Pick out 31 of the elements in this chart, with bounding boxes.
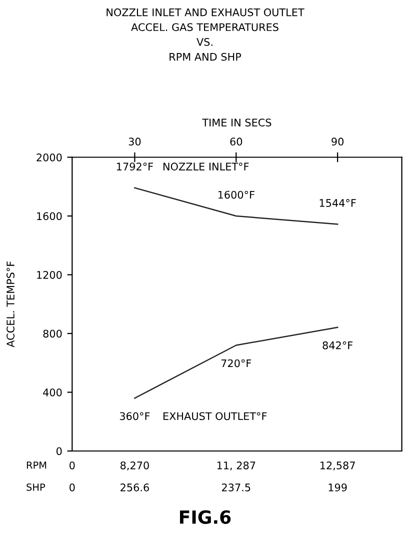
y-tick-label: 0 bbox=[56, 447, 62, 456]
data-label: 1600°F bbox=[218, 190, 254, 199]
text: 0 bbox=[70, 483, 75, 492]
text: 11, 287 bbox=[217, 461, 256, 470]
data-label: 720°F bbox=[221, 359, 252, 368]
text: EXHAUST OUTLET°F bbox=[164, 412, 267, 420]
text: RPM bbox=[26, 462, 46, 469]
text: NOZZLE INLET°F bbox=[164, 162, 249, 170]
text: 0 bbox=[70, 461, 75, 470]
data-label: 842°F bbox=[322, 341, 352, 350]
y-axis-title: ACCEL. TEMPS°F bbox=[6, 261, 14, 348]
chart-title: NOZZLE INLET AND EXHAUST OUTLET ACCEL. GAS TEMPERATURES VS. RPM AND SHP bbox=[106, 8, 304, 61]
y-tick-label: 2000 bbox=[36, 153, 62, 162]
data-label: 360°F bbox=[120, 412, 150, 420]
x-axis-title: TIME IN SECS bbox=[202, 118, 272, 126]
text: 12,587 bbox=[320, 461, 355, 470]
x-tick-label: 60 bbox=[230, 138, 242, 146]
text: SHP bbox=[26, 483, 46, 491]
x-tick-label: 30 bbox=[128, 138, 141, 146]
text: 199 bbox=[328, 483, 347, 492]
text: 256.6 bbox=[120, 483, 149, 492]
y-tick-label: 400 bbox=[43, 388, 62, 396]
x-tick-label: 90 bbox=[332, 138, 344, 146]
y-tick-label: 1600 bbox=[37, 212, 62, 220]
text: 237.5 bbox=[222, 483, 250, 492]
y-tick-label: 1200 bbox=[37, 270, 62, 279]
text: 8,270 bbox=[120, 461, 149, 470]
caption: FIG.6 bbox=[180, 510, 231, 524]
data-label: 1544°F bbox=[320, 199, 356, 207]
y-tick-label: 800 bbox=[43, 330, 62, 338]
data-label: 1792°F bbox=[116, 162, 153, 170]
